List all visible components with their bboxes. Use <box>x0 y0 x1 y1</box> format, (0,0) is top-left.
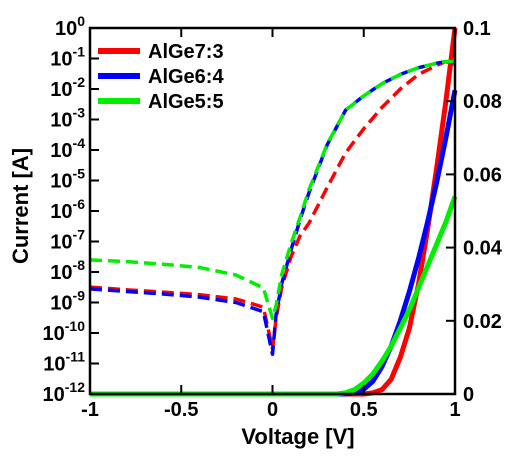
curve-log-alge5-5 <box>89 59 455 321</box>
x-tick-label: 0 <box>267 399 278 421</box>
curve-log-alge7-3 <box>89 59 456 351</box>
y-left-tick-label: 10-12 <box>43 379 86 406</box>
x-tick-label: -1 <box>81 399 99 421</box>
y-right-tick-label: 0.1 <box>463 18 491 40</box>
y-right-tick-label: 0.06 <box>463 164 502 186</box>
legend-label-algE7-3: AlGe7:3 <box>148 41 224 63</box>
y-right-tick-label: 0.04 <box>463 238 503 260</box>
y-left-tick-label: 10-8 <box>50 257 85 284</box>
y-left-tick-label: 100 <box>55 13 85 40</box>
axis-ticks <box>89 27 456 395</box>
y-left-tick-label: 10-10 <box>43 318 86 345</box>
plot-content <box>89 27 458 397</box>
y-left-tick-label: 10-9 <box>50 288 85 315</box>
x-tick-label: 0.5 <box>350 399 378 421</box>
x-axis-title: Voltage [V] <box>241 424 354 449</box>
y-left-tick-label: 10-5 <box>50 166 85 193</box>
y-right-tick-label: 0.02 <box>463 311 502 333</box>
y-left-tick-label: 10-3 <box>50 105 85 132</box>
tick-labels: -1 -0.5 0 0.5 1 100 10-1 10-2 10-3 10-4 10-5 10-6 10… <box>43 13 503 421</box>
y-left-tick-label: 10-7 <box>50 227 85 254</box>
y-left-tick-label: 10-6 <box>50 196 85 223</box>
y-right-tick-label: 0 <box>463 384 474 406</box>
curve-log-alge6-4 <box>89 59 456 357</box>
y-left-tick-label: 10-11 <box>43 349 85 376</box>
x-tick-label: 1 <box>449 399 460 421</box>
legend: AlGe7:3 AlGe6:4 AlGe5:5 <box>98 41 224 113</box>
y-right-tick-label: 0.08 <box>463 91 502 113</box>
y-axis-title: Current [A] <box>8 148 33 264</box>
y-left-tick-label: 10-1 <box>50 44 85 71</box>
y-left-tick-label: 10-2 <box>50 74 85 101</box>
legend-label-algE6-4: AlGe6:4 <box>148 66 224 88</box>
curve-linear-alge5-5 <box>90 195 458 397</box>
y-left-tick-label: 10-4 <box>50 135 85 162</box>
legend-label-algE5-5: AlGe5:5 <box>148 91 224 113</box>
x-tick-label: -0.5 <box>164 399 198 421</box>
